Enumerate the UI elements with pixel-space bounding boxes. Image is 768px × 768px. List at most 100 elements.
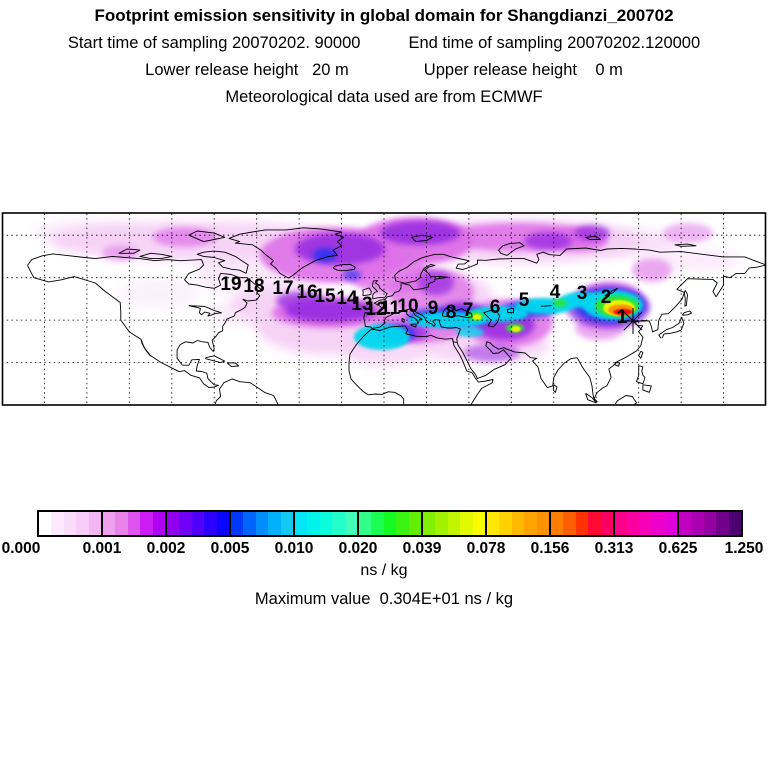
svg-text:7: 7 <box>463 300 474 321</box>
colorbar-tick: 0.005 <box>210 540 250 557</box>
coastlines <box>27 227 765 405</box>
colorbar-cell <box>524 512 537 535</box>
colorbar-cell <box>627 512 640 535</box>
svg-text:14: 14 <box>336 288 358 309</box>
colorbar-cell <box>423 512 436 535</box>
colorbar-cell <box>140 512 153 535</box>
page-title: Footprint emission sensitivity in global… <box>94 6 674 25</box>
colorbar-cell <box>76 512 89 535</box>
colorbar-cell <box>191 512 205 535</box>
colorbar-unit-label: ns / kg <box>360 562 408 579</box>
svg-text:13: 13 <box>351 294 372 315</box>
colorbar-cell <box>344 512 358 535</box>
svg-text:9: 9 <box>428 298 439 319</box>
colorbar-cell <box>615 512 628 535</box>
colorbar-cell <box>280 512 294 535</box>
colorbar-cell <box>255 512 269 535</box>
graticule <box>2 213 766 405</box>
colorbar-cell <box>536 512 550 535</box>
meteo-source-text: Meteorological data used are from ECMWF <box>225 88 543 106</box>
colorbar-segment <box>485 512 550 535</box>
colorbar-cell <box>639 512 653 535</box>
sampling-times-line: Start time of sampling 20070202. 90000 E… <box>0 34 768 53</box>
colorbar-segment <box>613 512 678 535</box>
colorbar-cell <box>167 512 180 535</box>
colorbar-cell <box>563 512 576 535</box>
colorbar-cell <box>115 512 128 535</box>
svg-text:8: 8 <box>446 302 457 323</box>
colorbar-cell <box>716 512 729 535</box>
colorbar-cell <box>703 512 717 535</box>
colorbar-cell <box>231 512 244 535</box>
colorbar-cell <box>472 512 486 535</box>
sampling-end-text: End time of sampling 20070202.120000 <box>408 34 701 52</box>
colorbar-cell <box>679 512 692 535</box>
colorbar-cell <box>408 512 422 535</box>
release-heights-line: Lower release height 20 m Upper release … <box>0 61 768 80</box>
map-border <box>1 212 767 406</box>
colorbar-cell <box>127 512 141 535</box>
colorbar-tick: 0.039 <box>402 540 442 557</box>
colorbar-cell <box>600 512 614 535</box>
colorbar-tick: 0.002 <box>146 540 186 557</box>
colorbar-tick: 0.000 <box>1 540 41 557</box>
sampling-start-text: Start time of sampling 20070202. 90000 <box>67 34 361 52</box>
colorbar-cell <box>51 512 64 535</box>
colorbar-segment <box>229 512 294 535</box>
colorbar-cell <box>332 512 345 535</box>
colorbar-cell <box>652 512 665 535</box>
colorbar-cell <box>499 512 512 535</box>
colorbar-cell <box>216 512 230 535</box>
colorbar-tick: 0.078 <box>466 540 506 557</box>
colorbar-segment <box>101 512 166 535</box>
svg-text:2: 2 <box>601 287 612 308</box>
colorbar-cell <box>396 512 409 535</box>
colorbar-cell <box>295 512 308 535</box>
colorbar-cell <box>728 512 742 535</box>
svg-text:1: 1 <box>617 307 628 328</box>
colorbar-cell <box>371 512 384 535</box>
colorbar-tick: 1.250 <box>724 540 764 557</box>
colorbar-tick: 0.625 <box>658 540 698 557</box>
svg-text:3: 3 <box>577 283 588 304</box>
lower-release-text: Lower release height 20 m <box>145 61 349 79</box>
colorbar-cell <box>88 512 102 535</box>
svg-text:6: 6 <box>490 297 501 318</box>
colorbar-cell <box>664 512 678 535</box>
colorbar-cell <box>487 512 500 535</box>
max-value-label: Maximum value 0.304E+01 ns / kg <box>254 590 514 608</box>
svg-text:15: 15 <box>314 286 336 307</box>
svg-text:12: 12 <box>365 299 386 320</box>
colorbar-cell <box>268 512 281 535</box>
colorbar-cell <box>359 512 372 535</box>
colorbar-cell <box>435 512 448 535</box>
sensitivity-field <box>35 217 740 366</box>
colorbar-segment <box>357 512 422 535</box>
colorbar-cell <box>152 512 166 535</box>
svg-text:4: 4 <box>550 282 561 303</box>
colorbar-cell <box>179 512 192 535</box>
colorbar-cell <box>103 512 116 535</box>
colorbar-cell <box>447 512 461 535</box>
colorbar-tick: 0.001 <box>82 540 122 557</box>
colorbar-cell <box>511 512 525 535</box>
colorbar-cell <box>575 512 589 535</box>
colorbar-segment <box>549 512 614 535</box>
svg-text:19: 19 <box>220 274 241 295</box>
colorbar-cell <box>63 512 77 535</box>
colorbar-cell <box>460 512 473 535</box>
colorbar-cell <box>243 512 256 535</box>
svg-text:10: 10 <box>397 296 418 317</box>
colorbar-cell <box>39 512 52 535</box>
colorbar-tick: 0.156 <box>530 540 570 557</box>
source-marker <box>620 308 646 334</box>
colorbar-cell <box>307 512 320 535</box>
colorbar-tick: 0.010 <box>274 540 314 557</box>
svg-text:5: 5 <box>519 290 530 311</box>
svg-text:18: 18 <box>243 276 264 297</box>
colorbar-segment <box>165 512 230 535</box>
colorbar-cell <box>204 512 217 535</box>
colorbar-segment <box>39 512 102 535</box>
